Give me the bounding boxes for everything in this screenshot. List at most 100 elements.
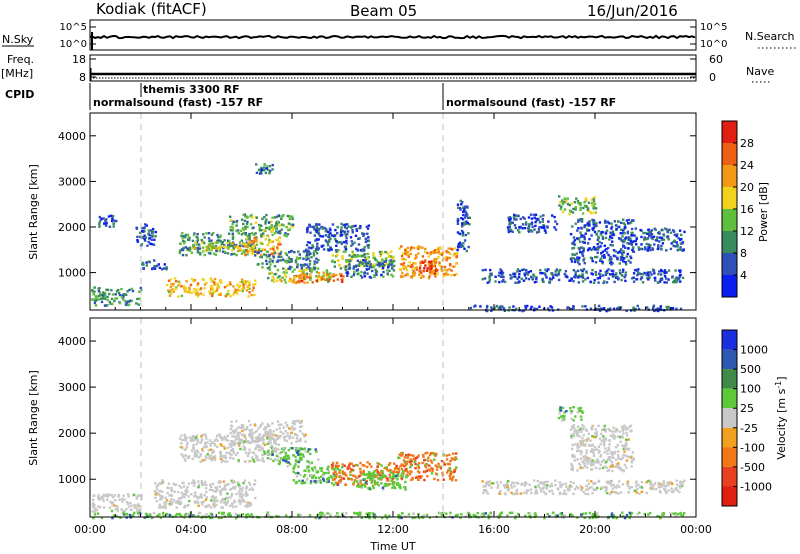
echo-cell: [384, 260, 387, 263]
echo-cell: [644, 231, 647, 235]
power-colorbar-swatch: [722, 165, 737, 187]
echo-cell: [364, 237, 368, 241]
echo-cell: [485, 490, 488, 493]
echo-cell: [570, 260, 574, 263]
echo-cell: [276, 434, 279, 437]
echo-cell: [304, 248, 308, 251]
echo-cell: [354, 224, 357, 228]
echo-cell: [271, 450, 274, 453]
echo-cell: [239, 426, 243, 429]
echo-cell: [186, 233, 190, 236]
echo-cell: [113, 504, 116, 507]
echo-cell: [506, 487, 510, 491]
echo-cell: [619, 440, 622, 443]
echo-cell: [229, 514, 232, 517]
echo-cell: [665, 249, 668, 252]
echo-cell: [556, 487, 559, 490]
echo-cell: [319, 278, 322, 282]
echo-cell: [271, 252, 274, 256]
echo-cell: [255, 457, 258, 460]
echo-cell: [664, 490, 668, 493]
echo-cell: [317, 277, 320, 280]
echo-cell: [243, 213, 246, 216]
echo-cell: [366, 257, 369, 260]
echo-cell: [257, 168, 261, 171]
echo-cell: [593, 196, 596, 199]
echo-cell: [522, 216, 525, 219]
echo-cell: [336, 278, 339, 281]
echo-cell: [635, 480, 638, 483]
echo-cell: [384, 514, 387, 517]
echo-cell: [659, 268, 663, 272]
echo-cell: [237, 288, 240, 292]
echo-cell: [405, 253, 408, 256]
echo-cell: [141, 235, 145, 239]
echo-cell: [132, 493, 136, 496]
echo-cell: [577, 257, 580, 260]
echo-cell: [384, 250, 387, 254]
echo-cell: [338, 272, 342, 276]
echo-cell: [553, 215, 556, 219]
echo-cell: [578, 440, 582, 443]
echo-cell: [246, 251, 249, 255]
echo-cell: [314, 250, 317, 253]
echo-cell: [620, 273, 623, 277]
echo-cell: [203, 253, 206, 257]
echo-cell: [210, 485, 213, 489]
echo-cell: [220, 281, 223, 285]
echo-cell: [372, 472, 375, 476]
echo-cell: [241, 227, 245, 230]
echo-cell: [455, 255, 459, 258]
echo-cell: [200, 501, 203, 504]
echo-cell: [581, 443, 585, 446]
echo-cell: [505, 481, 509, 484]
echo-cell: [278, 460, 281, 463]
echo-cell: [311, 467, 314, 470]
echo-cell: [646, 249, 649, 252]
echo-cell: [325, 269, 329, 272]
echo-cell: [572, 406, 575, 409]
echo-cell: [266, 442, 269, 445]
echo-cell: [276, 459, 279, 462]
echo-cell: [627, 236, 631, 239]
echo-cell: [255, 171, 259, 174]
echo-cell: [619, 491, 623, 494]
echo-cell: [257, 427, 260, 430]
echo-cell: [588, 516, 591, 520]
echo-cell: [319, 479, 322, 482]
echo-cell: [433, 257, 436, 261]
echo-cell: [200, 496, 203, 499]
echo-cell: [157, 263, 160, 266]
echo-cell: [294, 259, 298, 262]
echo-cell: [296, 280, 300, 283]
echo-cell: [203, 494, 206, 497]
echo-cell: [632, 306, 635, 309]
echo-cell: [486, 482, 490, 485]
echo-cell: [669, 482, 672, 485]
echo-cell: [596, 243, 599, 246]
echo-cell: [340, 226, 343, 229]
echo-cell: [109, 302, 112, 305]
echo-cell: [164, 503, 167, 506]
echo-cell: [111, 302, 114, 306]
echo-cell: [678, 277, 681, 280]
echo-cell: [604, 430, 607, 433]
echo-cell: [273, 273, 276, 276]
echo-cell: [429, 260, 432, 264]
echo-cell: [309, 481, 312, 485]
echo-cell: [342, 515, 345, 518]
echo-cell: [362, 255, 366, 258]
echo-cell: [570, 410, 574, 413]
echo-cell: [622, 260, 625, 263]
echo-cell: [242, 249, 245, 253]
echo-cell: [255, 430, 258, 433]
echo-cell: [592, 205, 595, 208]
echo-cell: [610, 430, 613, 433]
echo-cell: [427, 459, 430, 462]
echo-cell: [155, 500, 158, 503]
echo-cell: [576, 258, 579, 261]
echo-cell: [263, 452, 267, 455]
echo-cell: [666, 229, 669, 232]
echo-cell: [241, 426, 245, 429]
echo-cell: [558, 412, 561, 415]
